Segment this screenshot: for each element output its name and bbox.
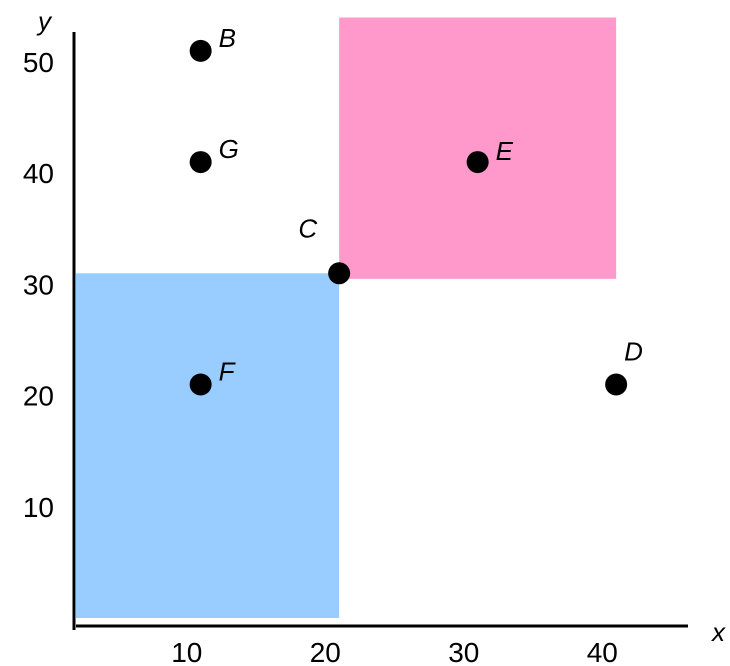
y-tick-label: 40 [23, 158, 54, 189]
point-label-c: C [298, 213, 317, 243]
x-axis-label: x [710, 617, 726, 647]
point-b [189, 39, 212, 62]
data-points: B G E C F D [189, 23, 643, 396]
y-tick-label: 50 [23, 47, 54, 78]
point-e [466, 151, 489, 174]
x-tick-label: 10 [171, 637, 202, 666]
point-label-b: B [219, 23, 236, 53]
point-f [189, 373, 212, 396]
y-tick-label: 30 [23, 269, 54, 300]
region-1 [76, 273, 340, 618]
point-label-g: G [219, 134, 239, 164]
x-tick-label: 30 [448, 637, 479, 666]
x-tick-label: 40 [587, 637, 618, 666]
region-2 [339, 17, 617, 279]
point-label-e: E [496, 136, 514, 166]
axes: x y [36, 6, 726, 647]
tick-labels: 10 20 30 40 10 20 30 40 50 [23, 47, 618, 666]
point-label-d: D [624, 336, 643, 366]
y-tick-label: 20 [23, 381, 54, 412]
shaded-regions [76, 17, 617, 618]
point-g [189, 151, 212, 174]
y-axis-label: y [36, 6, 53, 36]
point-label-f: F [219, 356, 237, 386]
y-tick-label: 10 [23, 492, 54, 523]
x-tick-label: 20 [310, 637, 341, 666]
point-c [328, 262, 351, 285]
point-d [605, 373, 628, 396]
